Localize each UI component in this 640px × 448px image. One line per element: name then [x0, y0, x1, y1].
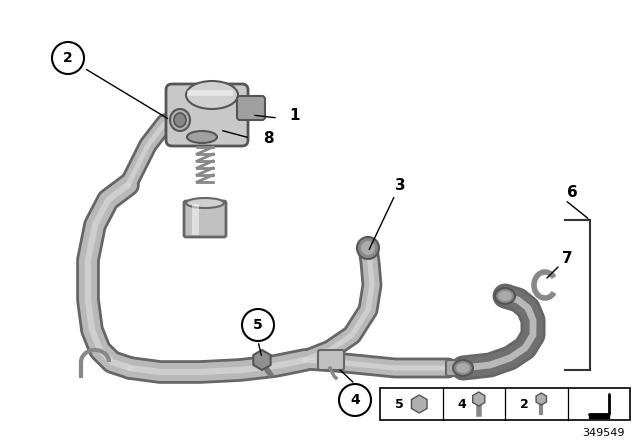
Text: 349549: 349549	[582, 428, 625, 438]
Ellipse shape	[495, 288, 515, 304]
Text: 2: 2	[520, 397, 529, 410]
Bar	[380, 388, 630, 420]
Text: 7: 7	[562, 250, 572, 266]
Text: 6: 6	[566, 185, 577, 199]
Text: 5: 5	[253, 318, 263, 332]
Circle shape	[357, 237, 379, 259]
Ellipse shape	[186, 81, 238, 109]
Circle shape	[361, 241, 375, 255]
Ellipse shape	[170, 109, 190, 131]
Circle shape	[52, 42, 84, 74]
Polygon shape	[589, 414, 609, 418]
Ellipse shape	[174, 113, 186, 127]
Ellipse shape	[186, 198, 224, 208]
Ellipse shape	[187, 131, 217, 143]
Text: 2: 2	[63, 51, 73, 65]
Text: 3: 3	[395, 177, 405, 193]
FancyBboxPatch shape	[446, 360, 464, 376]
FancyBboxPatch shape	[184, 201, 226, 237]
Text: 1: 1	[290, 108, 300, 122]
FancyBboxPatch shape	[237, 96, 265, 120]
Text: 4: 4	[458, 397, 466, 410]
Circle shape	[339, 384, 371, 416]
FancyBboxPatch shape	[166, 84, 248, 146]
Text: 4: 4	[350, 393, 360, 407]
FancyBboxPatch shape	[318, 350, 344, 370]
Text: 5: 5	[395, 397, 404, 410]
Circle shape	[242, 309, 274, 341]
Ellipse shape	[498, 291, 512, 301]
Ellipse shape	[456, 363, 470, 373]
Ellipse shape	[453, 360, 473, 376]
Text: 8: 8	[262, 130, 273, 146]
